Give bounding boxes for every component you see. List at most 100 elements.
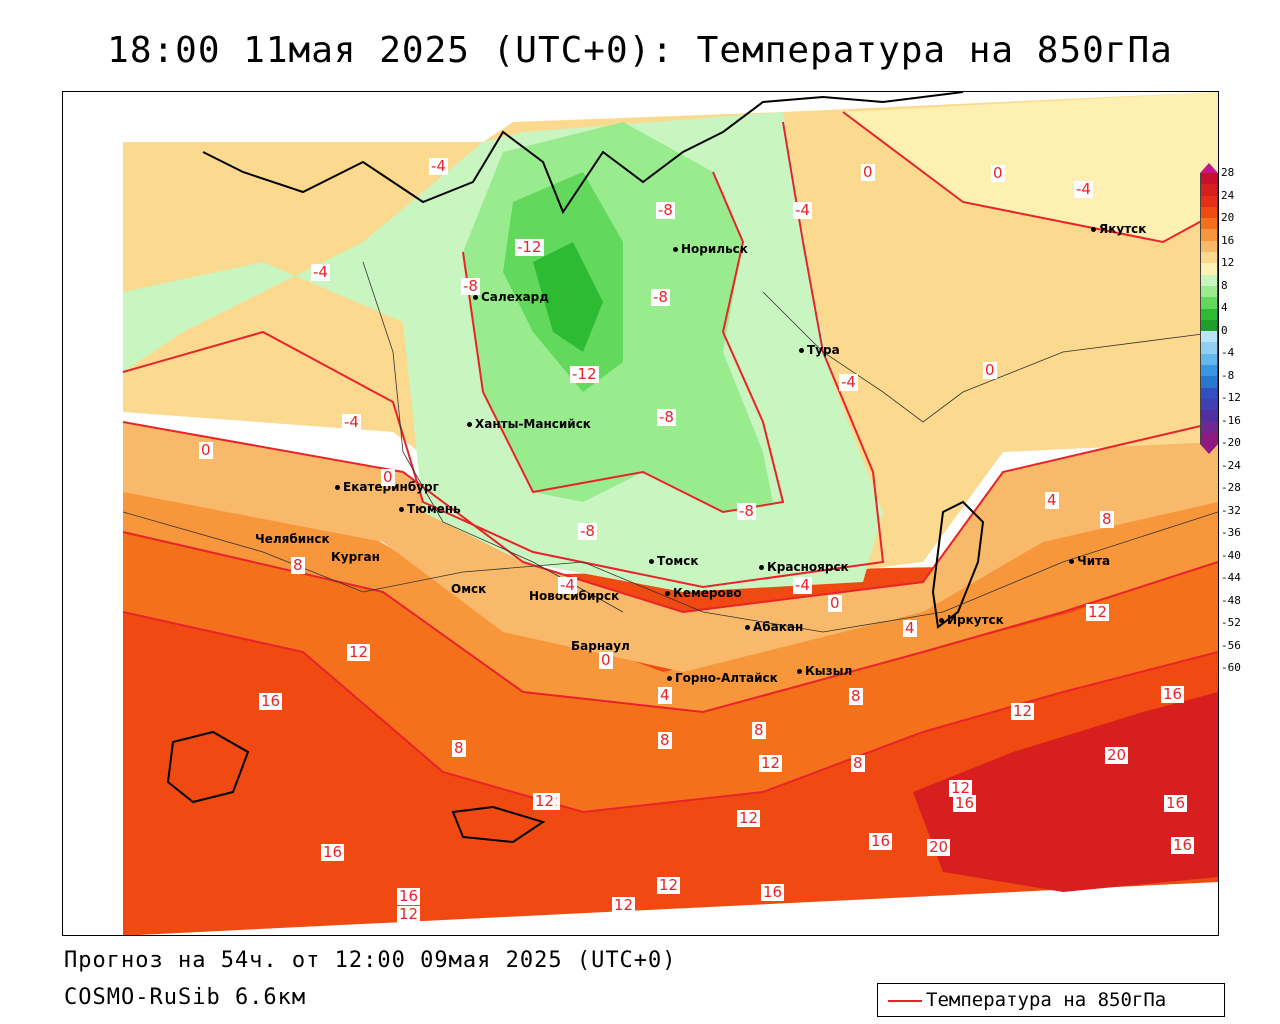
city-chelyabinsk: Челябинск bbox=[255, 532, 330, 546]
colorbar-segment bbox=[1200, 285, 1218, 298]
contour-label: -8 bbox=[656, 201, 675, 219]
contour-label: -8 bbox=[657, 408, 676, 426]
legend-box: Температура на 850гПа bbox=[877, 983, 1225, 1017]
contour-label: 16 bbox=[397, 887, 421, 905]
contour-label: -4 bbox=[429, 157, 448, 175]
colorbar-tick-label: -52 bbox=[1221, 616, 1241, 629]
colorbar-segment bbox=[1200, 308, 1218, 320]
contour-label: -4 bbox=[342, 413, 361, 431]
isotherm-0 bbox=[122, 421, 1218, 614]
colorbar-tick-label: 12 bbox=[1221, 256, 1235, 269]
field-20 bbox=[913, 692, 1218, 892]
contour-label: 8 bbox=[658, 731, 672, 749]
model-caption: COSMO-RuSib 6.6км bbox=[64, 985, 307, 1010]
colorbar-tick-label: 4 bbox=[1221, 301, 1228, 314]
contour-label: 12 bbox=[949, 779, 973, 797]
colorbar-tick-label: -16 bbox=[1221, 413, 1241, 427]
city-gorno-altaysk: Горно-Алтайск bbox=[667, 671, 778, 685]
contour-label: 12 bbox=[533, 792, 557, 810]
colorbar-tick-label: -24 bbox=[1221, 458, 1241, 472]
colorbar-tick-label: -20 bbox=[1221, 436, 1241, 449]
city-novosibirsk: Новосибирск bbox=[529, 589, 620, 603]
field-m4-north bbox=[843, 92, 1218, 242]
forecast-caption: Прогноз на 54ч. от 12:00 09мая 2025 (UTC… bbox=[64, 948, 677, 973]
colorbar-segment bbox=[1200, 353, 1218, 366]
contour-label: 4 bbox=[658, 686, 672, 704]
city-irkutsk: Иркутск bbox=[939, 613, 1004, 627]
contour-label: 8 bbox=[452, 739, 466, 757]
contour-label: 16 bbox=[1161, 685, 1185, 703]
colorbar-segment bbox=[1200, 229, 1218, 241]
contour-label: 0 bbox=[828, 594, 842, 612]
city-norilsk: Норильск bbox=[673, 242, 748, 256]
colorbar-segment bbox=[1200, 387, 1218, 399]
colorbar-top-arrow bbox=[1200, 163, 1218, 173]
contour-label: 12 bbox=[759, 754, 783, 772]
colorbar-segment bbox=[1200, 173, 1218, 185]
contour-label: -8 bbox=[737, 502, 756, 520]
contour-label: -4 bbox=[793, 201, 812, 219]
colorbar-tick-label: 28 bbox=[1221, 166, 1235, 179]
colorbar-tick-label: 24 bbox=[1221, 188, 1235, 202]
contour-label: 20 bbox=[1105, 746, 1129, 764]
colorbar-tick-label: -48 bbox=[1221, 593, 1241, 607]
city-yekaterinburg: Екатеринбург bbox=[335, 480, 439, 494]
colorbar-tick-label: -44 bbox=[1221, 571, 1241, 584]
contour-label: -4 bbox=[311, 263, 330, 281]
contour-label: 16 bbox=[1164, 794, 1188, 812]
temperature-map[interactable]: Норильск Якутск Салехард Тура Ханты-Манс… bbox=[62, 91, 1219, 936]
isotherm-12 bbox=[122, 611, 1218, 814]
legend-label: Температура на 850гПа bbox=[926, 989, 1167, 1011]
map-title: 18:00 11мая 2025 (UTC+0): Температура на… bbox=[107, 30, 1173, 71]
admin-borders-3 bbox=[762, 291, 1218, 423]
contour-label: 4 bbox=[903, 619, 917, 637]
contour-label: -8 bbox=[578, 522, 597, 540]
colorbar-tick-label: 20 bbox=[1221, 211, 1235, 224]
colorbar-segment bbox=[1200, 274, 1218, 286]
colorbar-tick-label: -56 bbox=[1221, 638, 1241, 652]
contour-label: 16 bbox=[1171, 836, 1195, 854]
colorbar-tick-label: -60 bbox=[1221, 661, 1241, 674]
contour-label: 12 bbox=[397, 905, 421, 923]
contour-label: 12 bbox=[612, 896, 636, 914]
city-yakutsk: Якутск bbox=[1091, 222, 1146, 236]
colorbar-segment bbox=[1200, 432, 1218, 445]
contour-label: 0 bbox=[991, 164, 1005, 182]
colorbar-tick-label: -40 bbox=[1221, 548, 1241, 562]
contour-label: 12 bbox=[347, 643, 371, 661]
contour-label: -4 bbox=[1074, 180, 1093, 198]
colorbar-tick-label: 8 bbox=[1221, 278, 1228, 292]
colorbar-segment bbox=[1200, 331, 1218, 343]
contour-label: 16 bbox=[953, 794, 977, 812]
field-4 bbox=[123, 422, 1218, 672]
colorbar-segment bbox=[1200, 398, 1218, 411]
colorbar-tick-label: -36 bbox=[1221, 526, 1241, 539]
contour-label: 16 bbox=[869, 832, 893, 850]
field-m16 bbox=[533, 242, 603, 352]
city-tura: Тура bbox=[799, 343, 840, 357]
contour-label: 8 bbox=[849, 687, 863, 705]
colorbar-segment bbox=[1200, 195, 1218, 207]
colorbar-tick-label: -32 bbox=[1221, 503, 1241, 517]
colorbar-tick-label: 0 bbox=[1221, 323, 1228, 337]
coastline bbox=[202, 92, 964, 215]
city-barnaul: Барнаул bbox=[571, 639, 630, 653]
contour-label: 16 bbox=[259, 692, 283, 710]
city-krasnoyarsk: Красноярск bbox=[759, 560, 849, 574]
contour-label: 12 bbox=[737, 809, 761, 827]
colorbar-segment bbox=[1200, 206, 1218, 219]
city-khanty-mansiysk: Ханты-Мансийск bbox=[467, 417, 591, 431]
colorbar-segment bbox=[1200, 410, 1218, 422]
contour-label: -8 bbox=[651, 288, 670, 306]
colorbar-segment bbox=[1200, 376, 1218, 388]
contour-label: 8 bbox=[291, 556, 305, 574]
aral-sea bbox=[166, 730, 250, 804]
colorbar-segment bbox=[1200, 365, 1218, 377]
contour-label: 16 bbox=[761, 883, 785, 901]
contour-label: 8 bbox=[752, 721, 766, 739]
contour-label: 4 bbox=[1045, 491, 1059, 509]
colorbar-segment bbox=[1200, 319, 1218, 332]
colorbar bbox=[1200, 163, 1218, 455]
contour-label: -4 bbox=[839, 373, 858, 391]
colorbar-segment bbox=[1200, 263, 1218, 275]
